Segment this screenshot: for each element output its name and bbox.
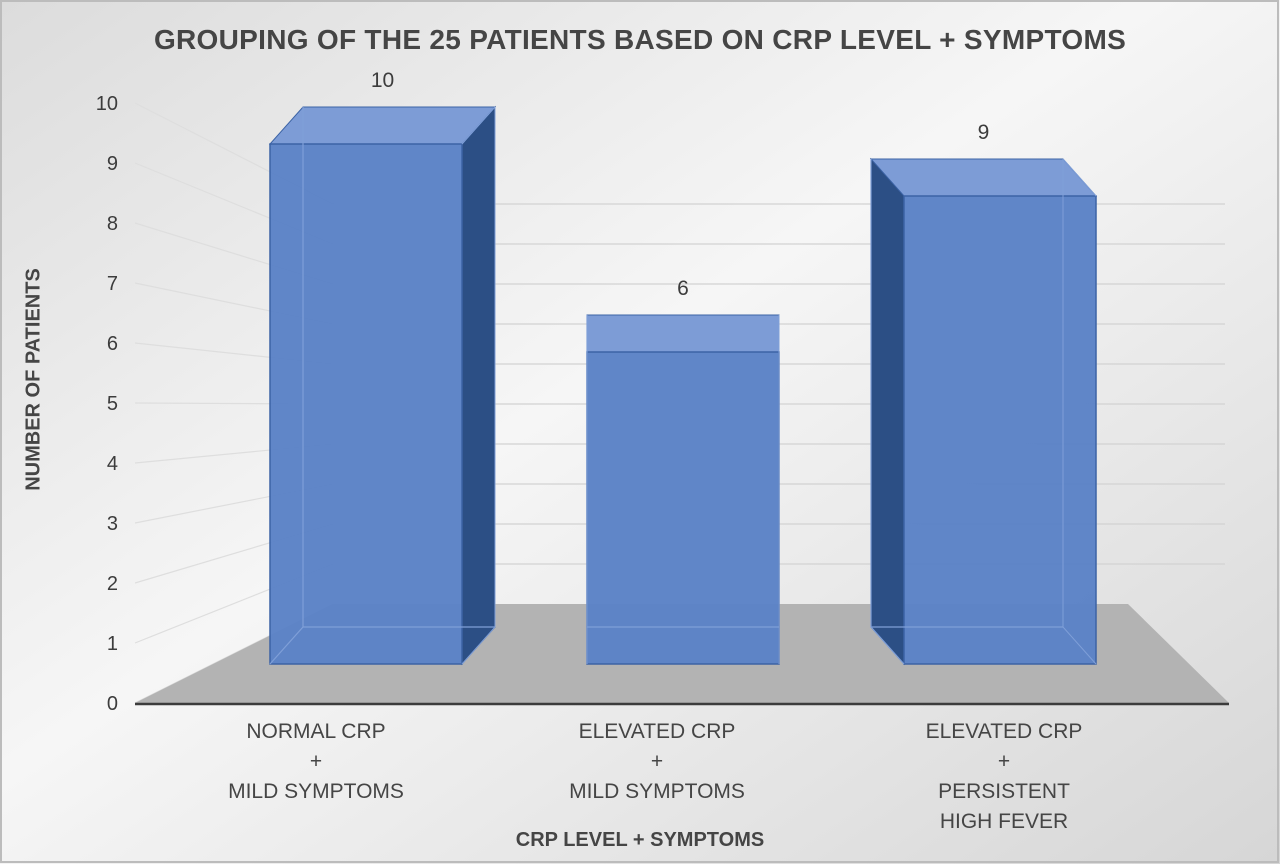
category-label-0-line-0: NORMAL CRP — [246, 720, 385, 743]
y-tick-label-0: 0 — [107, 693, 118, 715]
bar-0-front — [269, 143, 463, 665]
category-label-2-line-0: ELEVATED CRP — [926, 720, 1083, 743]
category-label-2-line-1: + — [998, 750, 1010, 773]
y-tick-label-5: 5 — [107, 393, 118, 415]
bar-2-side — [870, 157, 905, 666]
bar-0-inner-diag-b — [461, 626, 496, 665]
bar-2-inner-diag-b — [1062, 626, 1097, 665]
bar-0-inner-diag-l — [269, 626, 304, 665]
y-tick-label-6: 6 — [107, 333, 118, 355]
y-tick-label-9: 9 — [107, 153, 118, 175]
y-tick-label-10: 10 — [96, 93, 118, 115]
data-label-2: 9 — [978, 121, 990, 144]
category-label-1-line-2: MILD SYMPTOMS — [569, 780, 745, 803]
y-tick-label-7: 7 — [107, 273, 118, 295]
category-label-2-line-2: PERSISTENT — [938, 780, 1070, 803]
category-label-0-line-1: + — [310, 750, 322, 773]
category-label-0-line-2: MILD SYMPTOMS — [228, 780, 404, 803]
chart-title: GROUPING OF THE 25 PATIENTS BASED ON CRP… — [153, 24, 1127, 55]
y-tick-label-2: 2 — [107, 573, 118, 595]
bar-1 — [586, 314, 780, 665]
data-label-1: 6 — [677, 277, 689, 300]
bar-2 — [869, 157, 1098, 666]
bar-0-top — [268, 106, 497, 145]
category-label-1-line-1: + — [651, 750, 663, 773]
category-label-2-line-3: HIGH FEVER — [940, 810, 1068, 833]
category-label-1-line-0: ELEVATED CRP — [579, 720, 736, 743]
y-tick-label-8: 8 — [107, 213, 118, 235]
bar-1-top — [586, 314, 780, 353]
y-tick-label-1: 1 — [107, 633, 118, 655]
bar-1-front — [586, 351, 780, 665]
bar-0 — [268, 105, 497, 666]
y-tick-label-3: 3 — [107, 513, 118, 535]
y-axis-label: NUMBER OF PATIENTS — [22, 268, 45, 491]
bar-0-inner-diag-r — [461, 106, 496, 145]
y-tick-label-4: 4 — [107, 453, 118, 475]
bar-0-side — [461, 105, 496, 666]
data-label-0: 10 — [371, 69, 394, 92]
x-axis-label: CRP LEVEL + SYMPTOMS — [515, 829, 765, 851]
bar-2-top — [869, 158, 1098, 197]
bar-2-front — [903, 195, 1097, 665]
bar-2-inner-diag-r — [1062, 158, 1097, 197]
bar-2-inner-diag-l — [870, 626, 905, 665]
